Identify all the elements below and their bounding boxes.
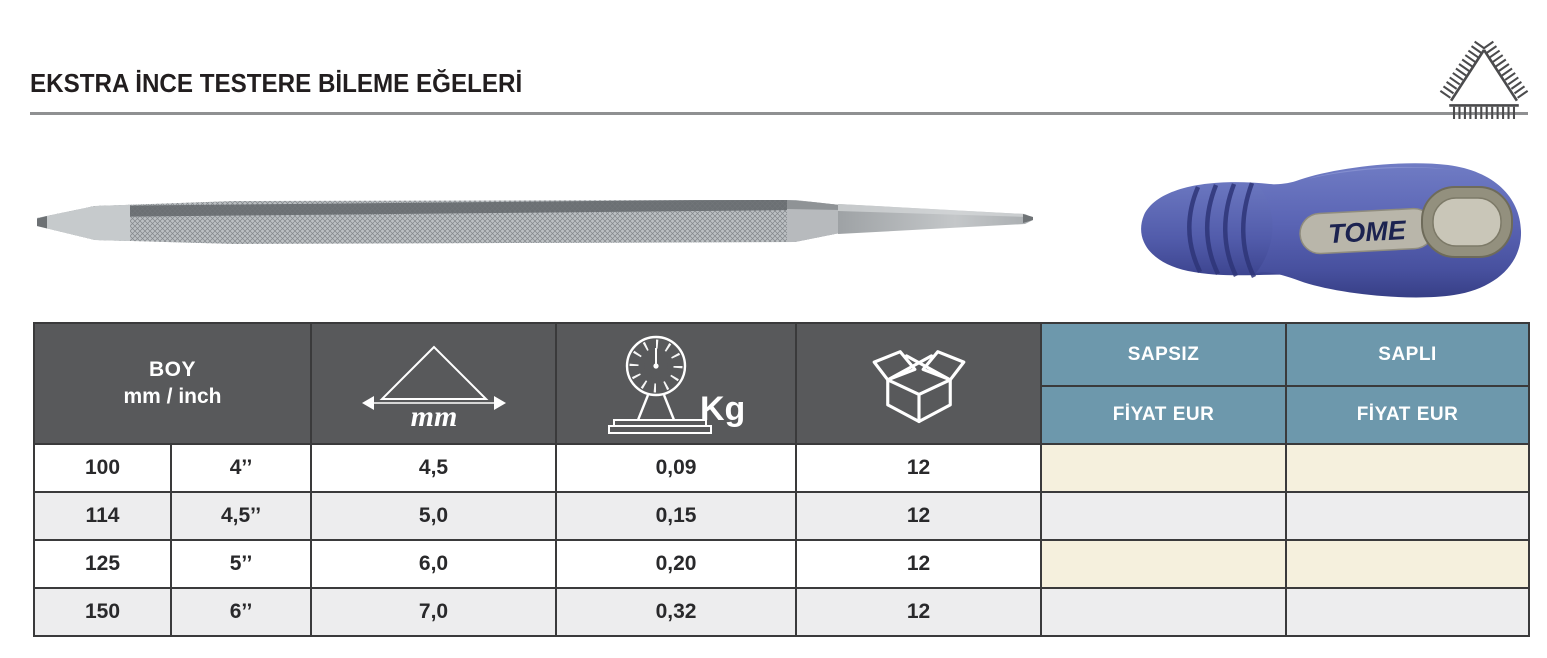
header-boy: BOY mm / inch [33, 322, 312, 445]
cell-weight: 0,15 [555, 491, 797, 541]
cell-sapli-price [1285, 539, 1530, 589]
page-title: EKSTRA İNCE TESTERE BİLEME EĞELERİ [30, 68, 523, 98]
cell-width: 4,5 [310, 443, 557, 493]
cell-sapsiz-price [1040, 539, 1287, 589]
cell-sapsiz-price [1040, 587, 1287, 637]
cell-length-mm: 114 [33, 491, 172, 541]
title-divider [30, 112, 1528, 115]
cell-box-qty: 12 [795, 491, 1042, 541]
header-sapli: SAPLI [1285, 322, 1530, 387]
cell-sapli-price [1285, 587, 1530, 637]
cell-width: 7,0 [310, 587, 557, 637]
cell-weight: 0,32 [555, 587, 797, 637]
triangle-file-profile-icon [1437, 38, 1531, 127]
header-width-mm: mm [310, 322, 557, 445]
table-row: 150 6’’ 7,0 0,32 12 [33, 587, 1530, 637]
cell-sapsiz-price [1040, 443, 1287, 493]
cell-weight: 0,09 [555, 443, 797, 493]
cell-sapli-price [1285, 491, 1530, 541]
cell-length-inch: 5’’ [170, 539, 312, 589]
box-icon [872, 349, 965, 423]
cell-box-qty: 12 [795, 443, 1042, 493]
cell-sapsiz-price [1040, 491, 1287, 541]
weight-unit-label: Kg [700, 390, 745, 428]
cell-width: 6,0 [310, 539, 557, 589]
cell-box-qty: 12 [795, 539, 1042, 589]
handle-brand-text: TOME [1328, 215, 1408, 249]
header-sapsiz-price: FİYAT EUR [1040, 385, 1287, 445]
file-handle-image: TOME [1128, 155, 1526, 308]
spec-table: BOY mm / inch mm [33, 322, 1530, 637]
cell-sapli-price [1285, 443, 1530, 493]
weight-scale-icon: Kg [608, 335, 745, 434]
cell-length-mm: 100 [33, 443, 172, 493]
cell-length-mm: 125 [33, 539, 172, 589]
header-boy-title: BOY [148, 358, 196, 381]
header-sapli-price: FİYAT EUR [1285, 385, 1530, 445]
header-boy-sub: mm / inch [123, 385, 222, 408]
cell-length-mm: 150 [33, 587, 172, 637]
cell-length-inch: 4,5’’ [170, 491, 312, 541]
cell-width: 5,0 [310, 491, 557, 541]
saw-file-product-image [35, 196, 1035, 255]
cell-length-inch: 4’’ [170, 443, 312, 493]
width-unit-label: mm [410, 400, 457, 430]
table-row: 100 4’’ 4,5 0,09 12 [33, 443, 1530, 493]
width-triangle-icon: mm [361, 345, 506, 430]
cell-length-inch: 6’’ [170, 587, 312, 637]
header-sapsiz: SAPSIZ [1040, 322, 1287, 387]
table-row: 125 5’’ 6,0 0,20 12 [33, 539, 1530, 589]
cell-weight: 0,20 [555, 539, 797, 589]
header-weight-kg: Kg [555, 322, 797, 445]
header-box-qty [795, 322, 1042, 445]
cell-box-qty: 12 [795, 587, 1042, 637]
table-row: 114 4,5’’ 5,0 0,15 12 [33, 491, 1530, 541]
